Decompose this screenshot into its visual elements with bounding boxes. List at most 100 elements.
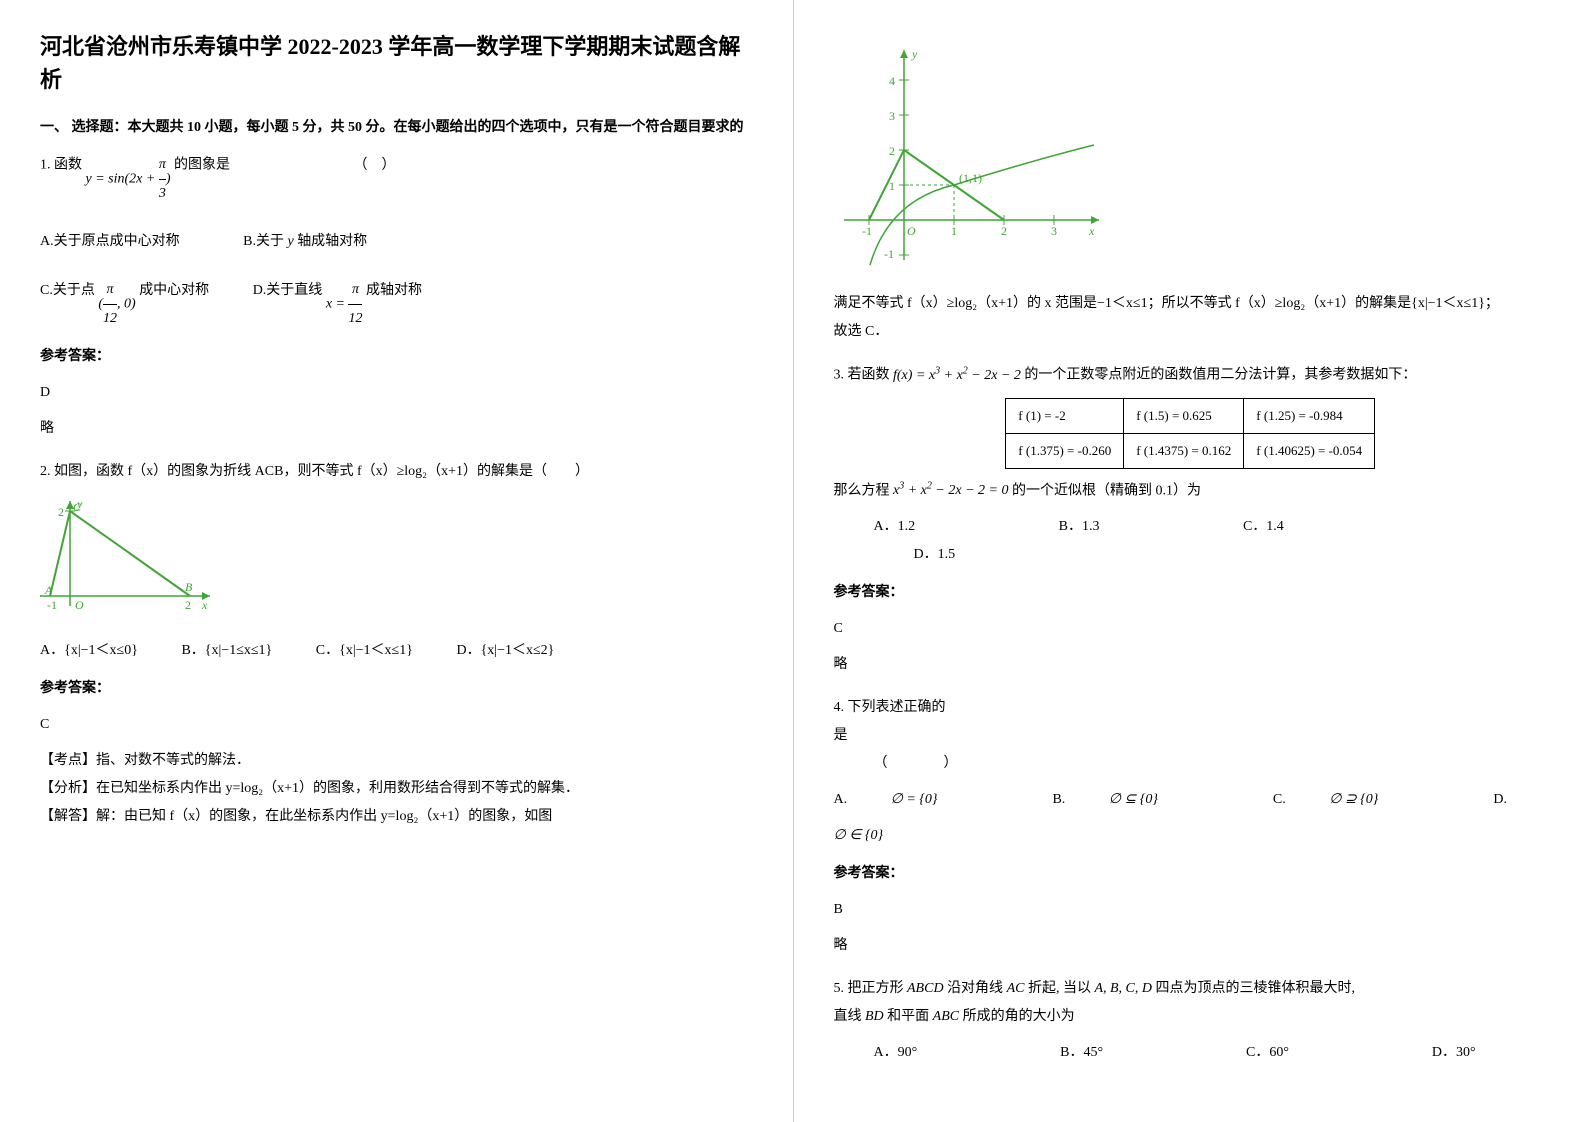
q3-ans-note: 略 bbox=[834, 651, 1548, 679]
q2-ans-label: 参考答案： bbox=[40, 675, 753, 703]
q3-options: A．1.2 B．1.3 C．1.4 D．1.5 bbox=[874, 513, 1548, 569]
q1-ans-label: 参考答案： bbox=[40, 343, 753, 371]
q2-optC: C．{x|−1＜x≤1} bbox=[316, 637, 413, 665]
svg-text:y: y bbox=[911, 47, 918, 61]
svg-text:3: 3 bbox=[1051, 224, 1057, 238]
q3-question: 那么方程 x3 + x2 − 2x − 2 = 0 的一个近似根（精确到 0.1… bbox=[834, 477, 1548, 506]
q3-ans: C bbox=[834, 615, 1548, 643]
q5-options: A．90° B．45° C．60° D．30° bbox=[874, 1039, 1516, 1067]
q2-options: A．{x|−1＜x≤0} B．{x|−1≤x≤1} C．{x|−1＜x≤1} D… bbox=[40, 637, 753, 665]
q2-chart1: A C B O -1 2 2 x y bbox=[40, 496, 753, 627]
q4-ans: B bbox=[834, 896, 1548, 924]
chart1-label-O: O bbox=[75, 598, 84, 612]
question-2: 2. 如图，函数 f（x）的图象为折线 ACB，则不等式 f（x）≥log₂（x… bbox=[40, 458, 753, 831]
q4-text1: 4. 下列表述正确的 bbox=[834, 694, 1548, 722]
q4-optD: ∅ ∈ {0} bbox=[834, 822, 1548, 850]
q4-options: A. ∅ = {0} B. ∅ ⊆ {0} C. ∅ ⊇ {0} D. bbox=[834, 786, 1548, 814]
q1-prefix: 1. 函数 bbox=[40, 158, 82, 173]
q3-table: f (1) = -2 f (1.5) = 0.625 f (1.25) = -0… bbox=[1005, 398, 1375, 469]
q2-chart1-svg: A C B O -1 2 2 x y bbox=[40, 496, 220, 616]
q1-optA: A.关于原点成中心对称 bbox=[40, 234, 180, 249]
svg-text:-1: -1 bbox=[862, 224, 872, 238]
cell: f (1.5) = 0.625 bbox=[1124, 398, 1244, 433]
q3-formula: f(x) = x3 + x2 − 2x − 2 bbox=[893, 368, 1021, 383]
q1-ans: D bbox=[40, 379, 753, 407]
cell: f (1.40625) = -0.054 bbox=[1244, 433, 1375, 468]
svg-text:1: 1 bbox=[951, 224, 957, 238]
q4-text2: 是 bbox=[834, 722, 1548, 750]
q1-optB: B.关于 y 轴成轴对称 bbox=[243, 234, 367, 249]
cell: f (1) = -2 bbox=[1006, 398, 1124, 433]
q5-optB: B．45° bbox=[1060, 1039, 1103, 1067]
right-column: 1 2 3 4 -1 -1 O 1 2 3 (1,1) x y 满足不等式 f（… bbox=[794, 0, 1587, 1122]
question-5: 5. 把正方形 ABCD 沿对角线 AC 折起, 当以 A, B, C, D 四… bbox=[834, 975, 1548, 1067]
q4-optC: C. ∅ ⊇ {0} bbox=[1273, 786, 1418, 814]
q1-formula: y = sin(2x + π3) bbox=[86, 151, 171, 208]
chart1-label-neg1: -1 bbox=[47, 598, 57, 612]
q2-jd: 【解答】解：由已知 f（x）的图象，在此坐标系内作出 y=log₂（x+1）的图… bbox=[40, 803, 753, 831]
chart1-label-A: A bbox=[44, 583, 53, 597]
q4-ans-label: 参考答案： bbox=[834, 860, 1548, 888]
q2-optA: A．{x|−1＜x≤0} bbox=[40, 637, 138, 665]
q2-kd: 【考点】指、对数不等式的解法． bbox=[40, 747, 753, 775]
q1-suffix: 的图象是 bbox=[174, 158, 230, 173]
left-column: 河北省沧州市乐寿镇中学 2022-2023 学年高一数学理下学期期末试题含解析 … bbox=[0, 0, 794, 1122]
svg-text:(1,1): (1,1) bbox=[959, 171, 982, 185]
q2-fx: 【分析】在已知坐标系内作出 y=log₂（x+1）的图象，利用数形结合得到不等式… bbox=[40, 775, 753, 803]
q4-blank: （ ） bbox=[874, 750, 1548, 778]
chart1-label-2: 2 bbox=[185, 598, 191, 612]
q2-optD: D．{x|−1＜x≤2} bbox=[456, 637, 554, 665]
q1-options-row1: A.关于原点成中心对称 B.关于 y 轴成轴对称 bbox=[40, 228, 753, 256]
q2-chart2-svg: 1 2 3 4 -1 -1 O 1 2 3 (1,1) x y bbox=[834, 40, 1114, 270]
svg-text:O: O bbox=[907, 224, 916, 238]
q1-optD: D.关于直线 x = π12 成轴对称 bbox=[253, 283, 422, 298]
q1-optC: C.关于点 (π12, 0) 成中心对称 bbox=[40, 283, 213, 298]
page-title: 河北省沧州市乐寿镇中学 2022-2023 学年高一数学理下学期期末试题含解析 bbox=[40, 30, 753, 96]
chart1-label-y: y bbox=[76, 497, 83, 511]
q3-suffix: 的一个正数零点附近的函数值用二分法计算，其参考数据如下： bbox=[1024, 368, 1416, 383]
q5-optC: C．60° bbox=[1246, 1039, 1289, 1067]
table-row: f (1) = -2 f (1.5) = 0.625 f (1.25) = -0… bbox=[1006, 398, 1375, 433]
svg-text:2: 2 bbox=[1001, 224, 1007, 238]
q1-ans-note: 略 bbox=[40, 415, 753, 443]
q3-optB: B．1.3 bbox=[1059, 513, 1100, 541]
svg-text:2: 2 bbox=[889, 144, 895, 158]
q2-text: 2. 如图，函数 f（x）的图象为折线 ACB，则不等式 f（x）≥log₂（x… bbox=[40, 458, 753, 486]
q5-optD: D．30° bbox=[1432, 1039, 1476, 1067]
page-container: 河北省沧州市乐寿镇中学 2022-2023 学年高一数学理下学期期末试题含解析 … bbox=[0, 0, 1587, 1122]
svg-text:x: x bbox=[1088, 224, 1095, 238]
q5-optA: A．90° bbox=[874, 1039, 918, 1067]
q2-ans: C bbox=[40, 711, 753, 739]
q3-optD: D．1.5 bbox=[914, 541, 956, 569]
q4-ans-note: 略 bbox=[834, 932, 1548, 960]
q2-conc2: 故选 C． bbox=[834, 318, 1548, 346]
q4-optD-label: D. bbox=[1493, 786, 1507, 814]
chart1-label-x: x bbox=[201, 598, 208, 612]
q2-conclusion: 满足不等式 f（x）≥log₂（x+1）的 x 范围是−1＜x≤1；所以不等式 … bbox=[834, 290, 1548, 346]
chart1-label-y2: 2 bbox=[58, 505, 64, 519]
q5-line1: 5. 把正方形 ABCD 沿对角线 AC 折起, 当以 A, B, C, D 四… bbox=[834, 975, 1548, 1003]
question-4: 4. 下列表述正确的 是 （ ） A. ∅ = {0} B. ∅ ⊆ {0} C… bbox=[834, 694, 1548, 960]
q3-prefix: 3. 若函数 bbox=[834, 368, 890, 383]
question-1: 1. 函数 y = sin(2x + π3) 的图象是 （ ） A.关于原点成中… bbox=[40, 151, 753, 443]
svg-text:-1: -1 bbox=[884, 247, 894, 261]
q2-chart2: 1 2 3 4 -1 -1 O 1 2 3 (1,1) x y bbox=[834, 40, 1548, 275]
q2-optB: B．{x|−1≤x≤1} bbox=[181, 637, 272, 665]
chart1-label-B: B bbox=[185, 580, 193, 594]
q5-line2: 直线 BD 和平面 ABC 所成的角的大小为 bbox=[834, 1003, 1548, 1031]
svg-text:3: 3 bbox=[889, 109, 895, 123]
q4-optA: A. ∅ = {0} bbox=[834, 786, 978, 814]
table-row: f (1.375) = -0.260 f (1.4375) = 0.162 f … bbox=[1006, 433, 1375, 468]
q4-optB: B. ∅ ⊆ {0} bbox=[1052, 786, 1197, 814]
svg-text:1: 1 bbox=[889, 179, 895, 193]
q3-ans-label: 参考答案： bbox=[834, 579, 1548, 607]
q2-conc1: 满足不等式 f（x）≥log₂（x+1）的 x 范围是−1＜x≤1；所以不等式 … bbox=[834, 290, 1548, 318]
cell: f (1.4375) = 0.162 bbox=[1124, 433, 1244, 468]
q3-optC: C．1.4 bbox=[1243, 513, 1284, 541]
q1-blank: （ ） bbox=[354, 158, 396, 173]
section-header: 一、 选择题：本大题共 10 小题，每小题 5 分，共 50 分。在每小题给出的… bbox=[40, 116, 753, 136]
question-3: 3. 若函数 f(x) = x3 + x2 − 2x − 2 的一个正数零点附近… bbox=[834, 361, 1548, 679]
cell: f (1.25) = -0.984 bbox=[1244, 398, 1375, 433]
cell: f (1.375) = -0.260 bbox=[1006, 433, 1124, 468]
q3-optA: A．1.2 bbox=[874, 513, 916, 541]
